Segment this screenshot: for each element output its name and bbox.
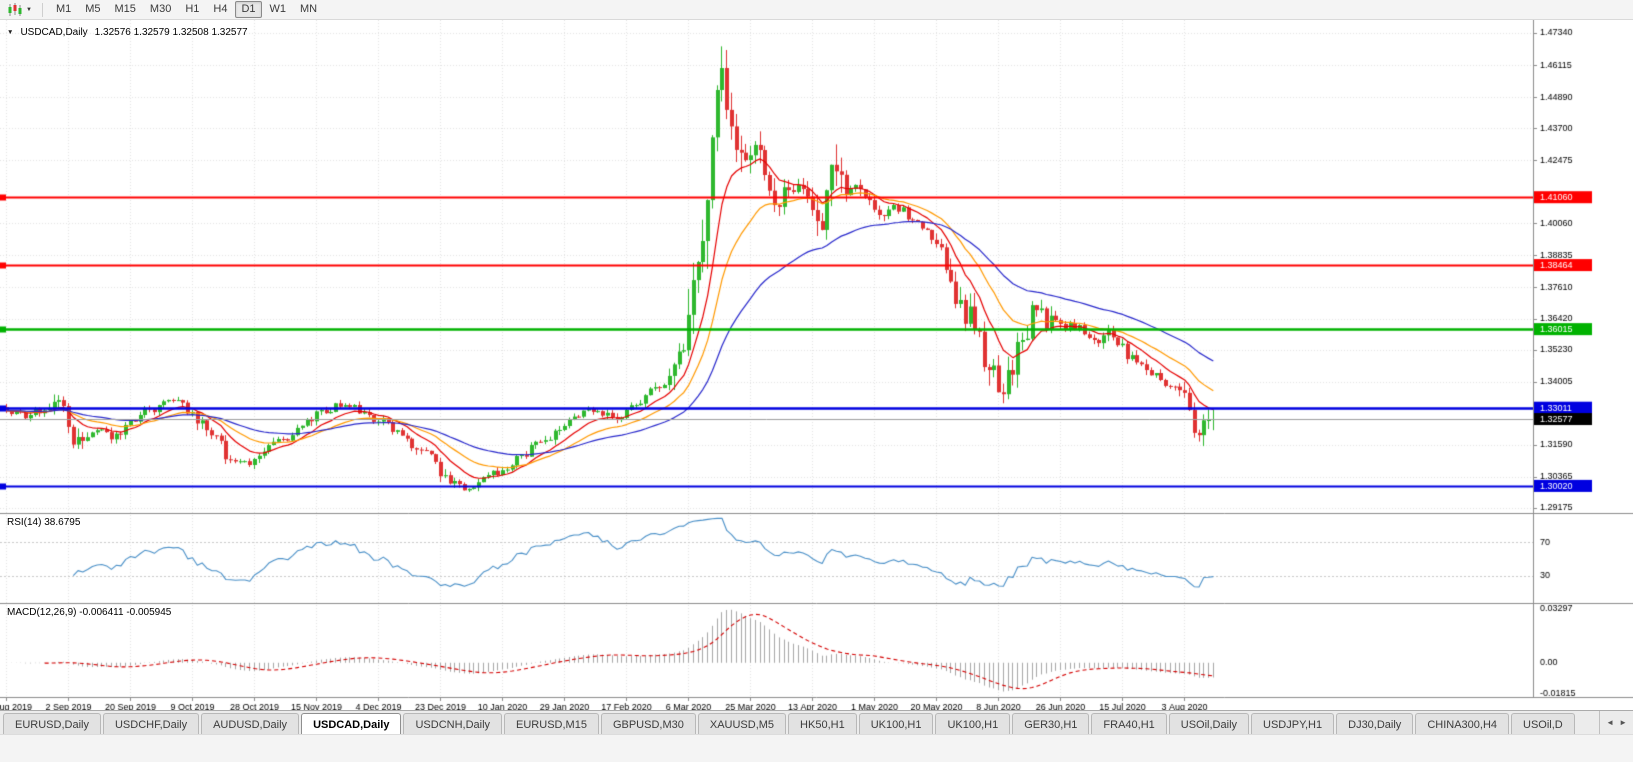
chart-ohlc-values: 1.32576 1.32579 1.32508 1.32577	[94, 27, 248, 38]
timeframe-button-h4[interactable]: H4	[213, 3, 228, 15]
chart-tab-uk100-h1[interactable]: UK100,H1	[858, 713, 934, 734]
macd-indicator-label: MACD(12,26,9) -0.006411 -0.005945	[7, 607, 172, 618]
candlestick-chart-icon	[8, 2, 22, 16]
toolbar-separator	[41, 2, 43, 17]
chart-tab-usoil-daily[interactable]: USOil,Daily	[1168, 713, 1250, 734]
chevron-down-icon: ▼	[26, 6, 32, 13]
rsi-indicator-label: RSI(14) 38.6795	[7, 517, 81, 528]
tab-scroll-arrows: ◄ ►	[1599, 711, 1633, 735]
chart-tab-hk50-h1[interactable]: HK50,H1	[788, 713, 857, 734]
chart-tab-dj30-daily[interactable]: DJ30,Daily	[1336, 713, 1414, 734]
chart-tab-uk100-h1[interactable]: UK100,H1	[935, 713, 1011, 734]
chart-tab-audusd-daily[interactable]: AUDUSD,Daily	[201, 713, 300, 734]
chart-tab-eurusd-daily[interactable]: EURUSD,Daily	[3, 713, 101, 734]
timeframe-button-m1[interactable]: M1	[55, 3, 72, 15]
chart-tab-usdchf-daily[interactable]: USDCHF,Daily	[102, 713, 200, 734]
chart-tab-fra40-h1[interactable]: FRA40,H1	[1091, 713, 1167, 734]
timeframe-button-mn[interactable]: MN	[300, 3, 318, 15]
chart-tab-usdcnh-daily[interactable]: USDCNH,Daily	[403, 713, 503, 734]
status-bar	[0, 734, 1633, 762]
charts-tab-bar: EURUSD,Daily USDCHF,Daily AUDUSD,Daily USDC…	[0, 710, 1633, 735]
chart-collapse-icon: ▼	[7, 29, 14, 36]
chart-tab-gbpusd-m30[interactable]: GBPUSD,M30	[600, 713, 696, 734]
timeframe-button-d1[interactable]: D1	[235, 1, 262, 18]
chart-symbol-period: USDCAD,Daily	[20, 27, 88, 38]
chart-tab-xauusd-m5[interactable]: XAUUSD,M5	[697, 713, 787, 734]
tab-scroll-left-button[interactable]: ◄	[1606, 718, 1615, 727]
timeframes-toolbar: M1 M5 M15 M30 H1 H4 D1 W1 MN	[50, 1, 323, 18]
chart-tab-usoil-d[interactable]: USOil,D	[1511, 713, 1575, 734]
chart-tab-usdjpy-h1[interactable]: USDJPY,H1	[1251, 713, 1335, 734]
timeframe-button-w1[interactable]: W1	[269, 3, 287, 15]
charts-tab-bar-tabs: EURUSD,Daily USDCHF,Daily AUDUSD,Daily USDC…	[0, 711, 1633, 734]
chart-type-button[interactable]: ▼	[4, 2, 35, 18]
chart-title: ▼ USDCAD,Daily 1.32576 1.32579 1.32508 1…	[7, 27, 248, 38]
chart-tab-china300-h4[interactable]: CHINA300,H4	[1415, 713, 1510, 734]
timeframe-button-h1[interactable]: H1	[185, 3, 200, 15]
timeframe-button-m5[interactable]: M5	[85, 3, 101, 15]
tab-scroll-right-button[interactable]: ►	[1619, 718, 1627, 727]
top-toolbar: ▼ M1 M5 M15 M30 H1 H4 D1 W1 MN	[0, 0, 1633, 20]
price-chart-canvas[interactable]	[0, 20, 1633, 710]
timeframe-button-m15[interactable]: M15	[114, 3, 136, 15]
chart-tab-usdcad-daily[interactable]: USDCAD,Daily	[301, 713, 402, 734]
timeframe-button-m30[interactable]: M30	[149, 3, 172, 15]
chart-tab-ger30-h1[interactable]: GER30,H1	[1012, 713, 1090, 734]
chart-tab-eurusd-m15[interactable]: EURUSD,M15	[504, 713, 599, 734]
